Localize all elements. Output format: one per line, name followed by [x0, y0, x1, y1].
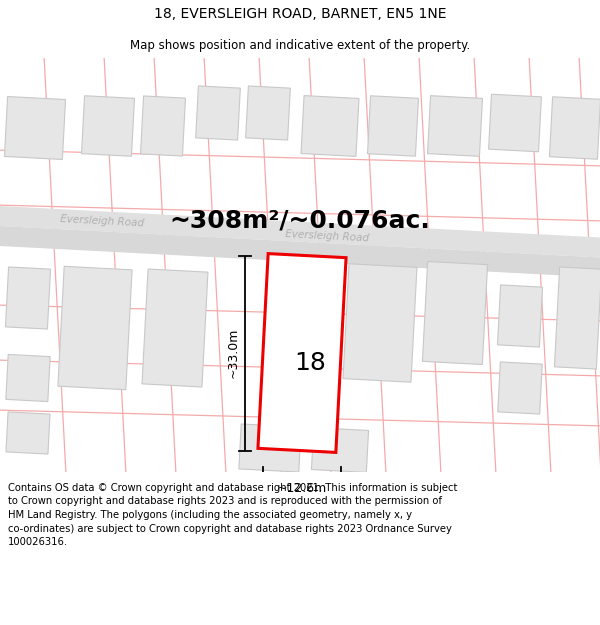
Text: Eversleigh Road: Eversleigh Road [60, 214, 144, 228]
Polygon shape [422, 261, 488, 364]
Polygon shape [488, 94, 541, 152]
Polygon shape [0, 206, 600, 258]
Polygon shape [550, 97, 600, 159]
Polygon shape [343, 264, 417, 382]
Text: Eversleigh Road: Eversleigh Road [285, 229, 369, 243]
Text: Map shows position and indicative extent of the property.: Map shows position and indicative extent… [130, 39, 470, 52]
Polygon shape [301, 96, 359, 156]
Text: 18: 18 [294, 351, 326, 375]
Polygon shape [5, 267, 50, 329]
Polygon shape [82, 96, 134, 156]
Polygon shape [498, 362, 542, 414]
Text: 18, EVERSLEIGH ROAD, BARNET, EN5 1NE: 18, EVERSLEIGH ROAD, BARNET, EN5 1NE [154, 8, 446, 21]
Polygon shape [58, 266, 132, 390]
Polygon shape [142, 269, 208, 387]
Polygon shape [368, 96, 418, 156]
Text: ~33.0m: ~33.0m [227, 328, 239, 378]
Polygon shape [428, 96, 482, 156]
Polygon shape [245, 86, 290, 140]
Polygon shape [140, 96, 185, 156]
Polygon shape [497, 285, 542, 347]
Text: ~12.6m: ~12.6m [277, 482, 327, 495]
Polygon shape [311, 428, 368, 472]
Polygon shape [0, 226, 600, 278]
Polygon shape [4, 96, 65, 159]
Polygon shape [554, 267, 600, 369]
Text: Contains OS data © Crown copyright and database right 2021. This information is : Contains OS data © Crown copyright and d… [8, 482, 457, 547]
Polygon shape [6, 354, 50, 402]
Text: ~308m²/~0.076ac.: ~308m²/~0.076ac. [170, 209, 430, 233]
Polygon shape [258, 254, 346, 452]
Polygon shape [239, 424, 301, 472]
Polygon shape [6, 412, 50, 454]
Polygon shape [196, 86, 241, 140]
